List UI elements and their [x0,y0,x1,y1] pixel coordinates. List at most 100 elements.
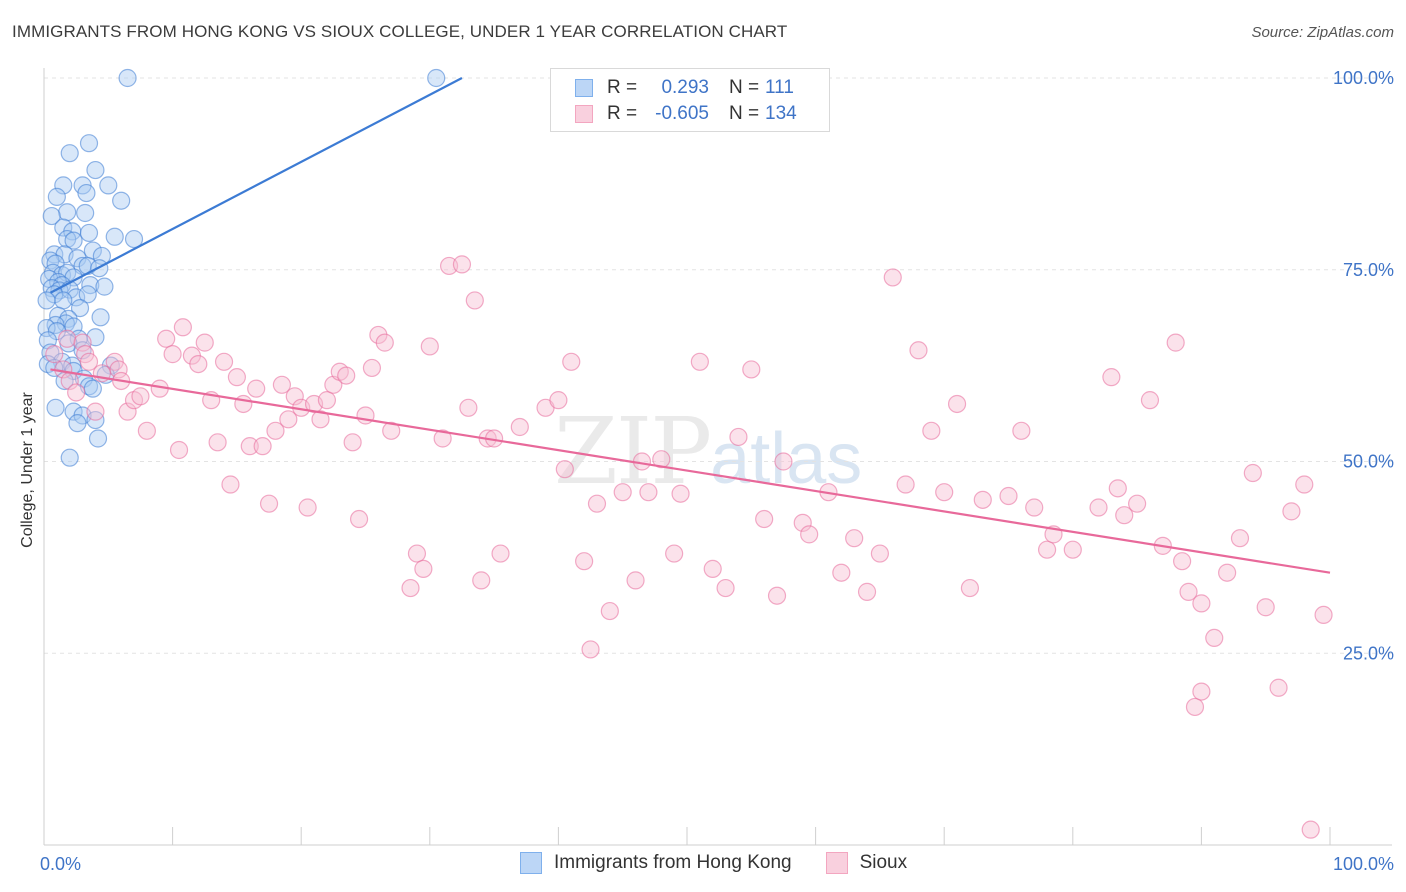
hong-kong-point [95,277,114,296]
hong-kong-point [68,414,87,433]
sioux-point [1192,594,1211,613]
sioux-trendline [50,368,1331,574]
hong-kong-point [99,176,118,195]
chart-title: IMMIGRANTS FROM HONG KONG VS SIOUX COLLE… [12,22,788,41]
legend-label-sioux: Sioux [859,852,908,873]
hong-kong-point [64,231,83,250]
sioux-point [247,379,266,398]
y-tick-label: 25.0% [1343,643,1394,663]
sioux-point [690,352,709,371]
sioux-point [755,509,774,529]
hong-kong-point [88,429,108,448]
sioux-point [465,291,484,310]
sioux-point [652,450,671,469]
hong-kong-point [124,229,144,249]
hong-kong-point [79,134,99,153]
legend-row-hong-kong: R = 0.293 N = 111 [575,76,794,100]
sioux-point [510,417,529,437]
sioux-point [362,358,382,378]
sioux-point [375,333,394,352]
legend-n-label: N = [729,77,760,98]
sioux-point [407,544,427,563]
sioux-point [587,494,607,513]
sioux-point [1012,421,1031,440]
hong-kong-point [45,358,64,378]
sioux-point [1037,540,1057,559]
sioux-point [767,586,787,605]
legend-swatch-sioux [825,852,848,874]
sioux-point [600,601,619,621]
sioux-point [58,329,77,348]
sioux-point [227,368,246,387]
hong-kong-point [79,223,99,243]
sioux-point [716,578,735,598]
sioux-point [349,509,369,529]
sioux-point [845,529,864,548]
hong-kong-point [60,448,79,467]
legend-item-hong-kong[interactable]: Immigrants from Hong Kong [520,852,792,874]
y-tick-label: 75.0% [1343,260,1394,280]
hong-kong-point [118,68,137,88]
sioux-point [774,452,793,471]
hong-kong-point [70,299,90,318]
sioux-point [240,437,259,456]
hong-kong-point [112,191,131,210]
legend-item-sioux[interactable]: Sioux [825,852,908,874]
sioux-point [1173,552,1192,571]
sioux-point [459,398,478,417]
legend-label-hong-kong: Immigrants from Hong Kong [554,852,792,873]
sioux-point [67,383,86,402]
sioux-point [472,571,491,590]
sioux-point [729,427,748,447]
sioux-point [549,391,568,410]
sioux-point [234,394,253,414]
sioux-point [1166,333,1185,352]
sioux-point [169,440,189,460]
x-tick-label: 0.0% [40,854,81,874]
sioux-point [45,345,64,364]
sioux-point [832,563,851,582]
sioux-point [298,498,317,517]
legend-swatch-hong-kong [575,79,593,97]
hong-kong-point [91,308,110,327]
legend-n-value: 134 [765,103,797,124]
legend-r-value: 0.293 [661,77,709,98]
y-tick-label: 50.0% [1343,452,1394,472]
legend-row-sioux: R = -0.605 N = 134 [575,102,797,126]
series-legend: Immigrants from Hong Kong Sioux [520,852,941,874]
legend-r-value: -0.605 [655,103,709,124]
hong-kong-point [37,291,56,310]
sioux-point [195,333,214,352]
sioux-point [922,421,941,440]
hong-kong-point [64,402,83,421]
sioux-point [857,582,877,601]
sioux-point [79,352,99,371]
sioux-point [311,410,330,429]
sioux-point [163,345,182,364]
sioux-point [947,394,967,414]
sioux-point [1301,820,1320,839]
sioux-point [317,391,337,410]
sioux-point [883,268,902,287]
sioux-point [433,429,452,448]
legend-r-label: R = [607,77,638,98]
sioux-point [960,578,980,598]
hong-kong-trendline [49,77,463,294]
sioux-point [935,483,954,502]
sioux-point [401,578,420,598]
sioux-point [491,544,510,563]
sioux-point [575,552,594,571]
sioux-point [189,354,208,374]
hong-kong-point [54,176,73,195]
sioux-point [999,486,1018,506]
hong-kong-point [47,187,66,206]
sioux-point [639,483,658,502]
sioux-point [973,490,992,509]
legend-n-value: 111 [765,77,794,98]
sioux-point [1205,628,1224,648]
sioux-point [870,544,890,563]
sioux-point [1230,529,1250,548]
sioux-point [1115,506,1134,525]
stats-legend: R = 0.293 N = 111 R = -0.605 N = 134 [550,68,830,132]
